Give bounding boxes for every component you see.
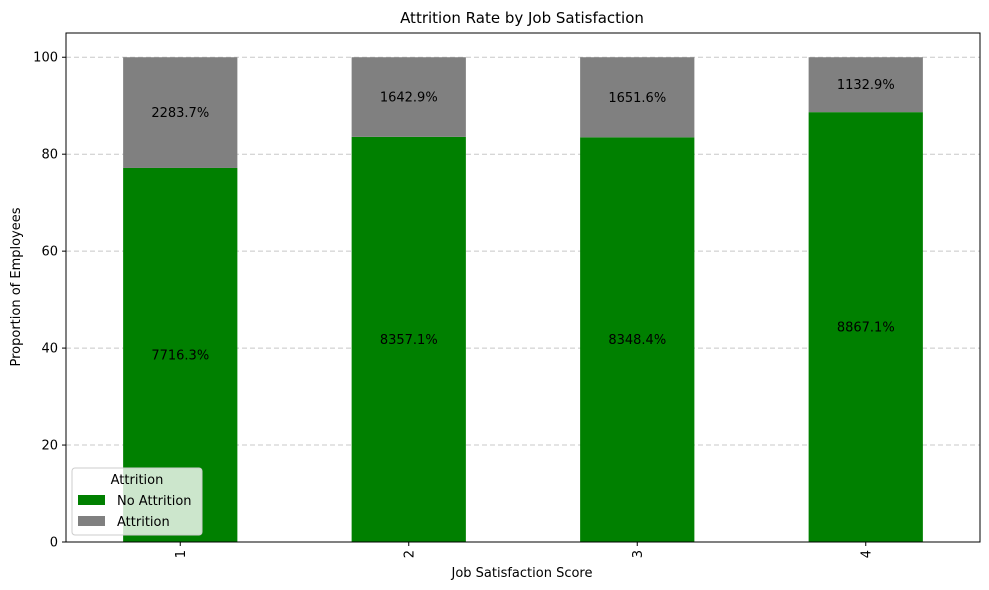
- y-tick-label: 20: [41, 439, 58, 454]
- x-tick-label: 1: [174, 550, 189, 558]
- bar-attrition-4: [808, 57, 923, 113]
- legend: Attrition No Attrition Attrition: [71, 467, 203, 536]
- y-axis-label: Proportion of Employees: [9, 207, 24, 366]
- plot-frame: [65, 32, 981, 543]
- bar-no-attrition-2: [351, 136, 466, 543]
- bar-labels: 7716.3% 2283.7% 8357.1% 1642.9% 8348.4% 1651.…: [151, 78, 894, 363]
- x-tick-label: 3: [631, 550, 646, 558]
- legend-label-no-attrition: No Attrition: [117, 494, 192, 509]
- bar-value-label: 8348.4%: [608, 333, 666, 348]
- y-tick-label: 0: [50, 536, 58, 551]
- legend-swatch-attrition: [78, 516, 105, 526]
- chart-title: Attrition Rate by Job Satisfaction: [400, 9, 644, 27]
- y-tick-label: 100: [33, 51, 58, 66]
- bar-value-label: 2283.7%: [151, 106, 209, 121]
- legend-title: Attrition: [111, 473, 164, 488]
- y-axis: 0 20 40 60 80 100: [33, 51, 66, 551]
- bar-attrition-3: [580, 57, 695, 138]
- bar-value-label: 8867.1%: [837, 321, 895, 336]
- bar-value-label: 1132.9%: [837, 78, 895, 93]
- bar-no-attrition-3: [580, 137, 695, 543]
- x-tick-label: 2: [402, 550, 417, 558]
- legend-swatch-no-attrition: [78, 495, 105, 505]
- x-axis-label: Job Satisfaction Score: [450, 566, 592, 581]
- bar-attrition-2: [351, 57, 466, 137]
- bar-no-attrition-4: [808, 112, 923, 542]
- legend-label-attrition: Attrition: [117, 515, 170, 530]
- bar-value-label: 1651.6%: [608, 91, 666, 106]
- x-tick-label: 4: [859, 550, 874, 558]
- bar-attrition-1: [123, 57, 238, 168]
- bar-value-label: 1642.9%: [380, 91, 438, 106]
- x-axis: 1 2 3 4: [174, 542, 874, 558]
- y-tick-label: 80: [41, 148, 58, 163]
- bar-value-label: 7716.3%: [151, 348, 209, 363]
- bar-value-label: 8357.1%: [380, 333, 438, 348]
- y-tick-label: 40: [41, 342, 58, 357]
- bars: [123, 57, 923, 543]
- y-tick-label: 60: [41, 245, 58, 260]
